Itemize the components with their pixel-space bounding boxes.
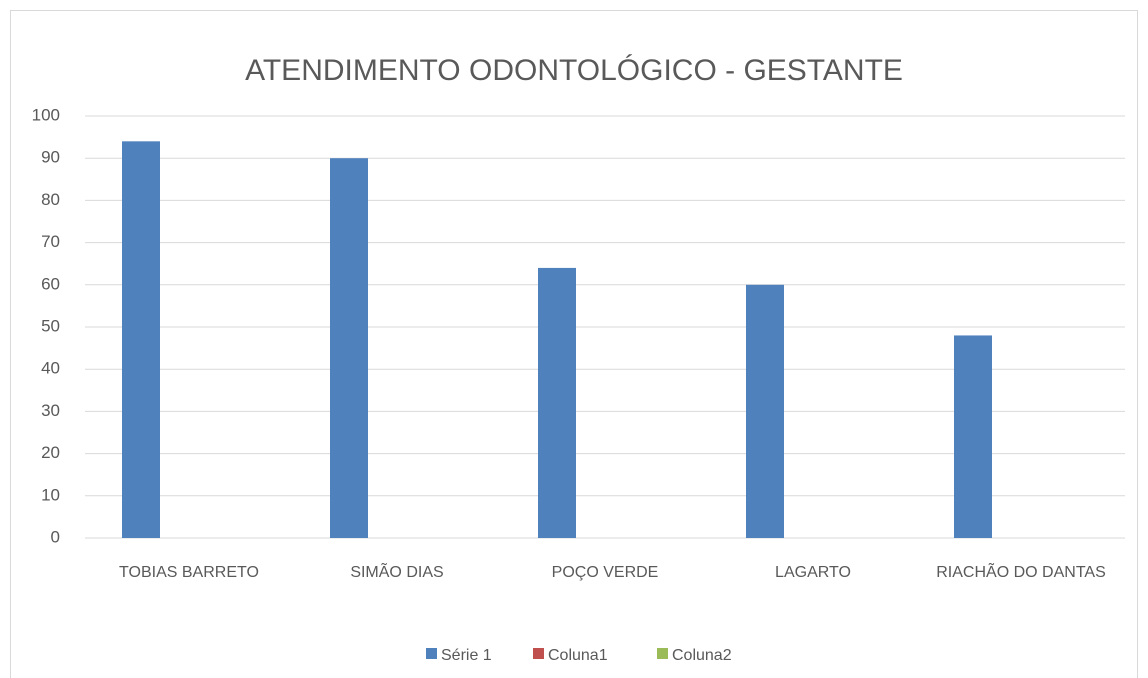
y-tick-label: 80 — [41, 190, 60, 209]
bar — [538, 267, 576, 538]
legend-label: Coluna1 — [548, 647, 608, 664]
y-tick-label: 50 — [41, 316, 60, 335]
y-tick-label: 10 — [41, 485, 60, 504]
x-tick-label: LAGARTO — [775, 564, 851, 581]
bar — [954, 335, 992, 538]
x-tick-label: POÇO VERDE — [551, 564, 659, 581]
y-tick-label: 40 — [41, 359, 60, 378]
legend-swatch — [533, 648, 544, 659]
x-tick-label: SIMÃO DIAS — [350, 564, 444, 581]
y-tick-label: 100 — [32, 105, 60, 124]
y-tick-label: 60 — [41, 274, 60, 293]
y-tick-label: 20 — [41, 443, 60, 462]
x-tick-label: TOBIAS BARRETO — [119, 564, 259, 581]
bar — [122, 141, 160, 538]
x-tick-label: RIACHÃO DO DANTAS — [936, 564, 1106, 581]
bar — [330, 158, 368, 538]
legend-swatch — [426, 648, 437, 659]
y-tick-label: 0 — [51, 527, 60, 546]
legend-swatch — [657, 648, 668, 659]
chart-title: ATENDIMENTO ODONTOLÓGICO - GESTANTE — [245, 54, 903, 87]
y-tick-label: 30 — [41, 401, 60, 420]
y-tick-label: 90 — [41, 148, 60, 167]
y-tick-label: 70 — [41, 232, 60, 251]
legend-label: Coluna2 — [672, 647, 732, 664]
bar — [746, 284, 784, 538]
legend-label: Série 1 — [441, 647, 492, 664]
